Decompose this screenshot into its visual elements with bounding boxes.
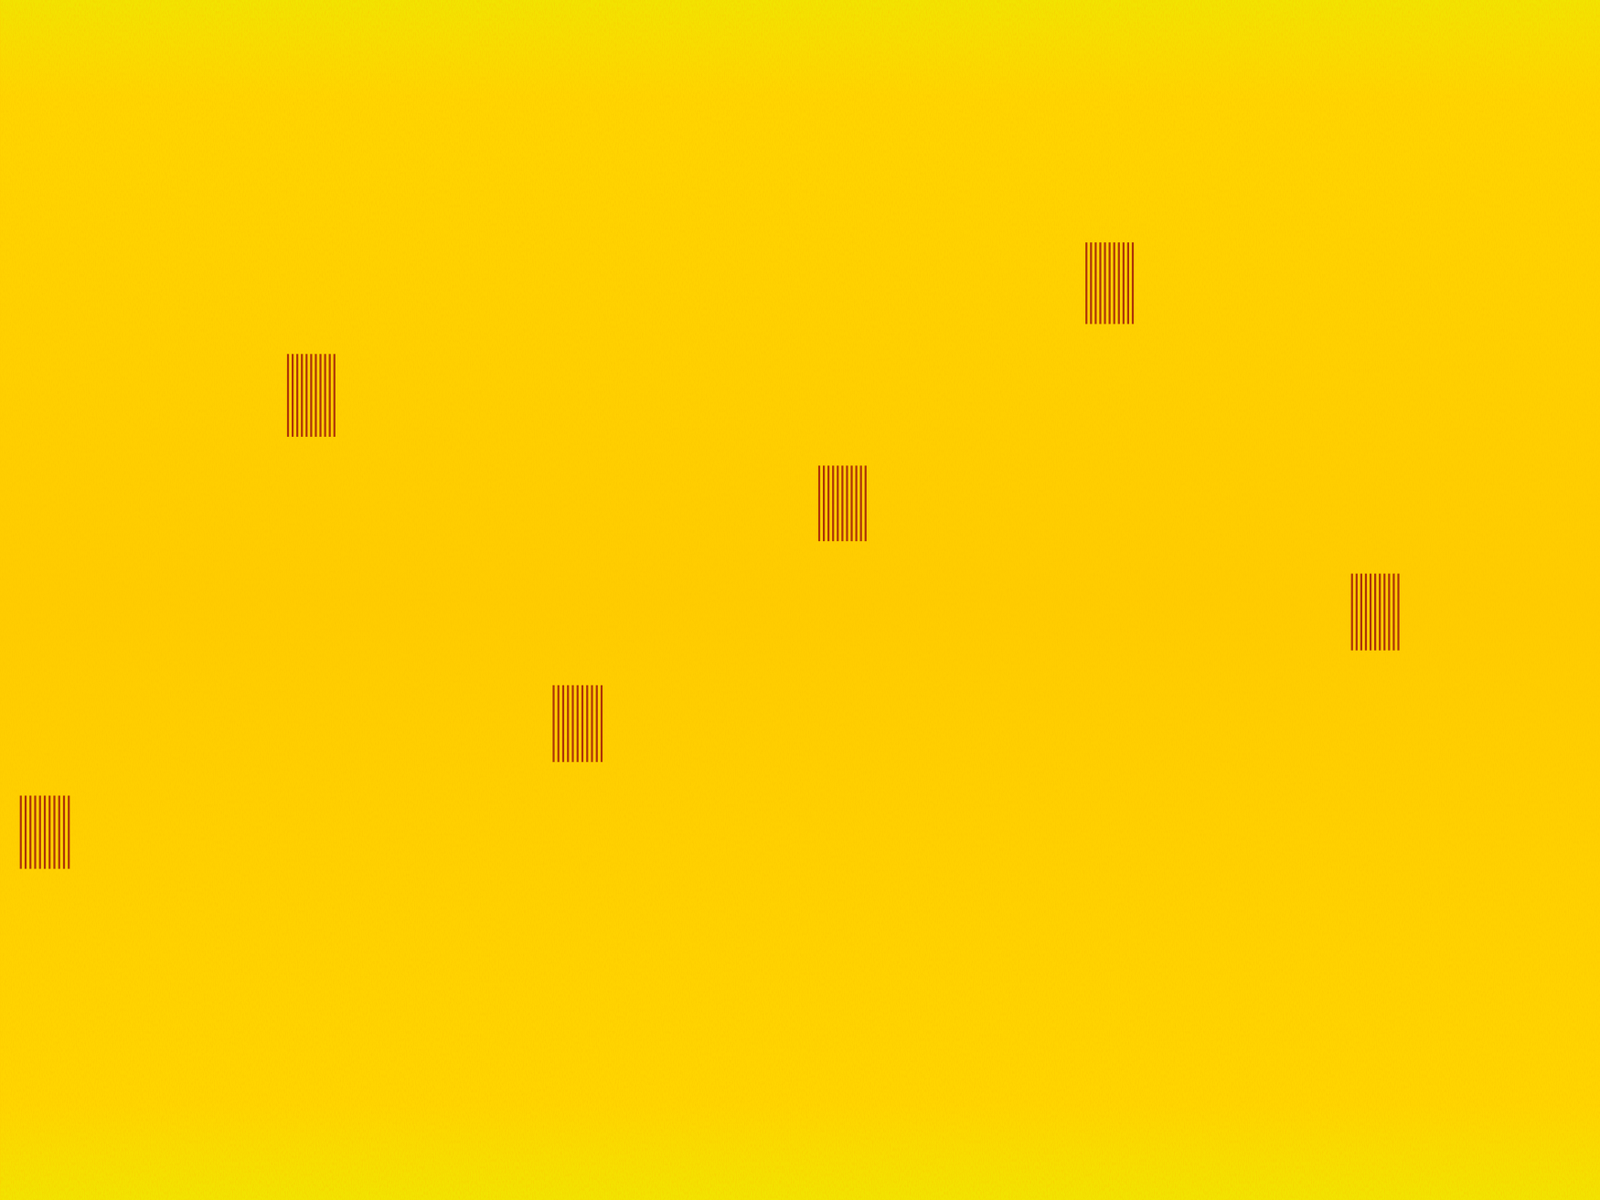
y-axis [0,0,1,1200]
pulse [1103,242,1106,324]
pulse [822,465,825,542]
pulse [1374,574,1376,651]
pulse [24,796,27,870]
pulse [832,465,834,542]
pulse [1094,242,1097,324]
pulse [319,353,321,438]
axis-line [0,0,1,1200]
pulse [1378,574,1381,651]
burst [1352,574,1399,651]
pulse [581,685,584,763]
pulse [1360,574,1363,651]
pulse [1365,574,1367,651]
burst [288,353,335,438]
pulse [1383,574,1386,651]
pulse [314,353,317,438]
pulse [1089,242,1092,324]
pulse [850,465,853,542]
pulse [1109,242,1111,324]
pulse [1392,574,1395,651]
pulse [827,465,830,542]
pulse [1122,242,1125,324]
pulse [1118,242,1120,324]
pulse [43,796,46,870]
burst [21,796,70,870]
pulse [1131,242,1134,324]
pulse [596,685,598,763]
pulse [324,353,327,438]
pulse [1387,574,1390,651]
pulse [571,685,574,763]
background [0,0,1600,1200]
pulse [845,465,848,542]
pulse [67,796,70,870]
pulse [1397,574,1399,651]
pulse [329,353,331,438]
pulse [1085,242,1088,324]
burst [819,465,866,542]
pulse [1369,574,1372,651]
noise-texture [0,0,1600,1200]
pulse [39,796,42,870]
carrier-line [0,592,1600,598]
pulse [562,685,565,763]
pulse [1113,242,1116,324]
pulse [1355,574,1358,651]
marks [0,242,1600,869]
pulse [841,465,843,542]
pulse [836,465,839,542]
pulse [854,465,857,542]
burst [1086,242,1133,324]
burst [554,685,603,763]
pulse [305,353,308,438]
pulse [287,353,289,438]
pulse [20,796,22,870]
pulse [1351,574,1354,651]
pulse [1127,242,1130,324]
pulse [300,353,303,438]
pulse [309,353,312,438]
pulse [291,353,294,438]
pulse [29,796,32,870]
pulse [58,796,61,870]
pulse [557,685,560,763]
pulse [53,796,55,870]
pulse [864,465,867,542]
pulse [576,685,579,763]
pulse [590,685,593,763]
pulse [860,465,863,542]
pulse [818,465,821,542]
pulse [586,685,588,763]
pulse [1098,242,1101,324]
pulse [63,796,65,870]
spectrogram [0,0,1600,1200]
pulse [296,353,299,438]
pulse [333,353,336,438]
pulse [600,685,603,763]
pulse [33,796,36,870]
pulse [552,685,555,763]
pulse [48,796,51,870]
pulse [566,685,569,763]
